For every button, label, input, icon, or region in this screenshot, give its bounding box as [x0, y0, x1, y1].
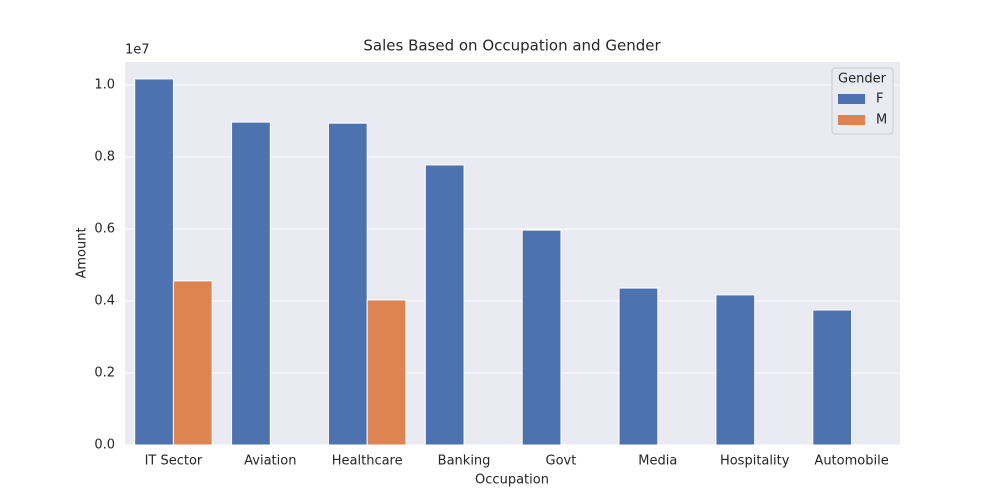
bar — [424, 164, 465, 446]
legend-swatch — [838, 94, 865, 104]
bar — [134, 78, 174, 446]
chart-title: Sales Based on Occupation and Gender — [363, 37, 661, 55]
bar — [327, 122, 368, 446]
y-tick-label: 0.4 — [94, 294, 115, 309]
x-tick-label: Healthcare — [332, 454, 403, 469]
legend-label: F — [876, 92, 883, 107]
x-tick-label: Hospitality — [720, 454, 790, 469]
bar — [618, 287, 659, 446]
y-axis-label: Amount — [75, 227, 90, 278]
x-tick-label: Media — [638, 454, 677, 469]
legend-title: Gender — [838, 72, 887, 87]
y-tick-label: 0.0 — [94, 438, 115, 453]
bar — [172, 280, 213, 446]
bar — [366, 299, 407, 446]
x-axis-label: Occupation — [475, 473, 549, 488]
bar — [231, 121, 271, 446]
y-tick-label: 0.6 — [94, 222, 115, 237]
bar — [521, 229, 562, 446]
y-offset-label: 1e7 — [125, 43, 150, 58]
legend-swatch — [838, 115, 865, 125]
x-tick-label: Govt — [546, 454, 577, 469]
x-tick-label: Automobile — [814, 454, 888, 469]
legend: Gender FM — [831, 67, 894, 135]
bar — [715, 294, 756, 446]
x-tick-label: Banking — [438, 454, 491, 469]
y-tick-label: 0.8 — [94, 150, 115, 165]
y-tick-label: 1.0 — [94, 78, 115, 93]
x-tick-label: Aviation — [244, 454, 296, 469]
y-tick-label: 0.2 — [94, 366, 115, 381]
bars — [134, 78, 853, 446]
legend-label: M — [876, 113, 887, 128]
bar — [812, 309, 853, 446]
x-tick-label: IT Sector — [145, 454, 203, 469]
